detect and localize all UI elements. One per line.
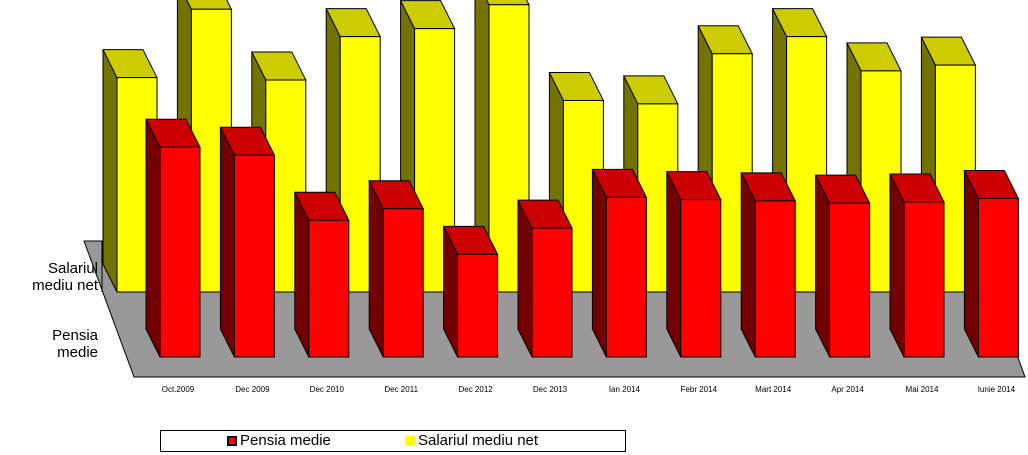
legend-swatch-series-1 (405, 435, 415, 446)
depth-label-back-line1: Salariul (47, 260, 98, 277)
bar-series-0-11-side (963, 170, 979, 358)
bar-series-0-11 (963, 170, 1020, 358)
x-tick-label-7: Febr 2014 (681, 385, 718, 394)
bar-series-0-11-front (977, 198, 1019, 358)
depth-label-back-line2: mediu net (32, 277, 98, 294)
bar-series-0-4-front (457, 253, 499, 358)
x-tick-label-8: Mart 2014 (755, 385, 792, 394)
legend-swatch-series-0 (227, 435, 237, 446)
bar-series-0-9 (814, 174, 871, 358)
bar-series-0-3-front (382, 208, 424, 358)
bar-series-0-8-front (754, 200, 796, 358)
legend-item-series-0: Pensia medie (227, 432, 331, 449)
legend-item-series-1: Salariul mediu net (405, 432, 538, 449)
bar-series-0-0 (145, 118, 201, 358)
bar-series-0-1 (219, 126, 276, 358)
legend-label-series-0: Pensia medie (240, 432, 331, 449)
bar-series-0-10-side (889, 173, 905, 358)
bar-series-0-9-front (829, 202, 871, 358)
bar-series-0-4 (442, 225, 499, 358)
bar-series-0-6 (591, 168, 648, 358)
bar-series-0-7 (665, 171, 722, 358)
bar-series-0-3 (368, 180, 425, 358)
bar-series-0-2 (293, 191, 350, 358)
depth-label-front: Pensia medie (0, 327, 98, 361)
bar-series-0-9-side (815, 174, 831, 358)
bar-series-0-1-front (233, 154, 275, 358)
bar-series-0-5 (517, 199, 573, 358)
bar-series-0-2-front (308, 219, 350, 358)
bar-series-0-5-front (531, 227, 573, 358)
chart-legend: Pensia medie Salariul mediu net (160, 430, 626, 452)
bar-series-0-6-front (605, 196, 647, 358)
x-tick-label-0: Oct.2009 (162, 385, 195, 394)
x-tick-label-4: Dec 2012 (458, 385, 493, 394)
bar-series-0-8 (740, 172, 797, 358)
bar-series-0-10-front (903, 201, 945, 358)
x-tick-label-9: Apr 2014 (831, 385, 864, 394)
x-tick-label-2: Dec 2010 (310, 385, 345, 394)
x-tick-label-5: Dec 2013 (533, 385, 568, 394)
x-tick-label-11: Iunie 2014 (978, 385, 1016, 394)
x-tick-label-10: Mai 2014 (906, 385, 939, 394)
bar-series-0-7-front (680, 199, 722, 358)
bar-series-0-3-side (368, 180, 384, 358)
x-tick-labels: Oct.2009 Dec 2009 Dec 2010 Dec 2011 Dec 2012… (162, 385, 1016, 394)
bar-series-0-0-side (145, 119, 161, 358)
bar-series-0-0-front (159, 146, 201, 358)
depth-label-back: Salariul mediu net (0, 260, 98, 294)
bar-series-0-6-side (591, 169, 607, 358)
bar-series-0-10 (889, 173, 945, 358)
depth-label-front-line2: medie (57, 344, 98, 361)
bar-series-0-1-side (219, 126, 235, 358)
x-tick-label-1: Dec 2009 (235, 385, 270, 394)
bar-series-0-8-side (740, 172, 756, 358)
series-front-bars (145, 118, 1020, 358)
depth-label-front-line1: Pensia (52, 327, 98, 344)
bar-series-0-7-side (666, 171, 682, 358)
x-tick-label-6: Ian 2014 (609, 385, 641, 394)
bar-series-1-0-side (102, 49, 118, 293)
x-tick-label-3: Dec 2011 (384, 385, 418, 394)
legend-label-series-1: Salariul mediu net (418, 432, 539, 449)
